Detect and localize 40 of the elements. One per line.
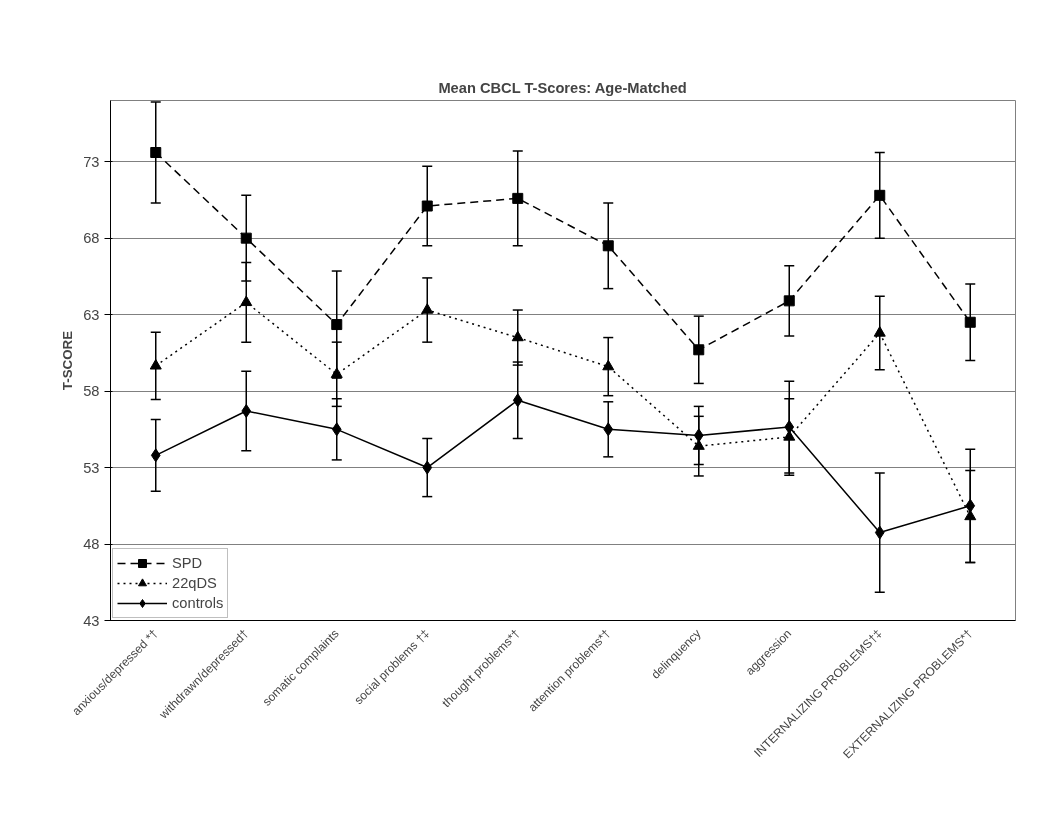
point	[964, 316, 976, 328]
point	[965, 498, 976, 513]
point	[603, 422, 614, 437]
point	[422, 460, 433, 475]
point	[874, 525, 885, 540]
point	[874, 189, 886, 201]
point	[150, 147, 162, 158]
y-tick-label: 43	[83, 612, 100, 629]
point	[692, 439, 705, 450]
point	[331, 422, 342, 437]
point	[783, 295, 795, 307]
point	[693, 428, 704, 443]
point	[602, 359, 615, 371]
y-tick-label: 53	[83, 459, 100, 476]
legend-label: 22qDS	[172, 575, 217, 591]
y-tick-label: 48	[83, 536, 100, 553]
point	[784, 420, 795, 435]
point	[331, 319, 343, 331]
point	[873, 326, 886, 337]
y-tick-label: 73	[83, 153, 100, 170]
legend-label: controls	[172, 595, 224, 611]
point	[512, 192, 524, 204]
point	[421, 200, 433, 212]
point	[512, 393, 523, 408]
point	[602, 240, 614, 252]
y-tick-label: 68	[83, 230, 100, 247]
point	[240, 295, 253, 307]
point	[240, 232, 252, 244]
point	[241, 403, 252, 418]
chart-title: Mean CBCL T-Scores: Age-Matched	[438, 79, 687, 96]
legend-label: SPD	[172, 555, 203, 571]
point	[149, 359, 162, 370]
point	[150, 448, 161, 463]
y-tick-label: 63	[83, 306, 100, 323]
point	[693, 344, 705, 356]
y-axis-title: T-SCORE	[60, 330, 76, 391]
y-tick-label: 58	[83, 383, 100, 400]
point	[330, 367, 343, 378]
point	[511, 330, 524, 342]
point	[421, 303, 434, 314]
